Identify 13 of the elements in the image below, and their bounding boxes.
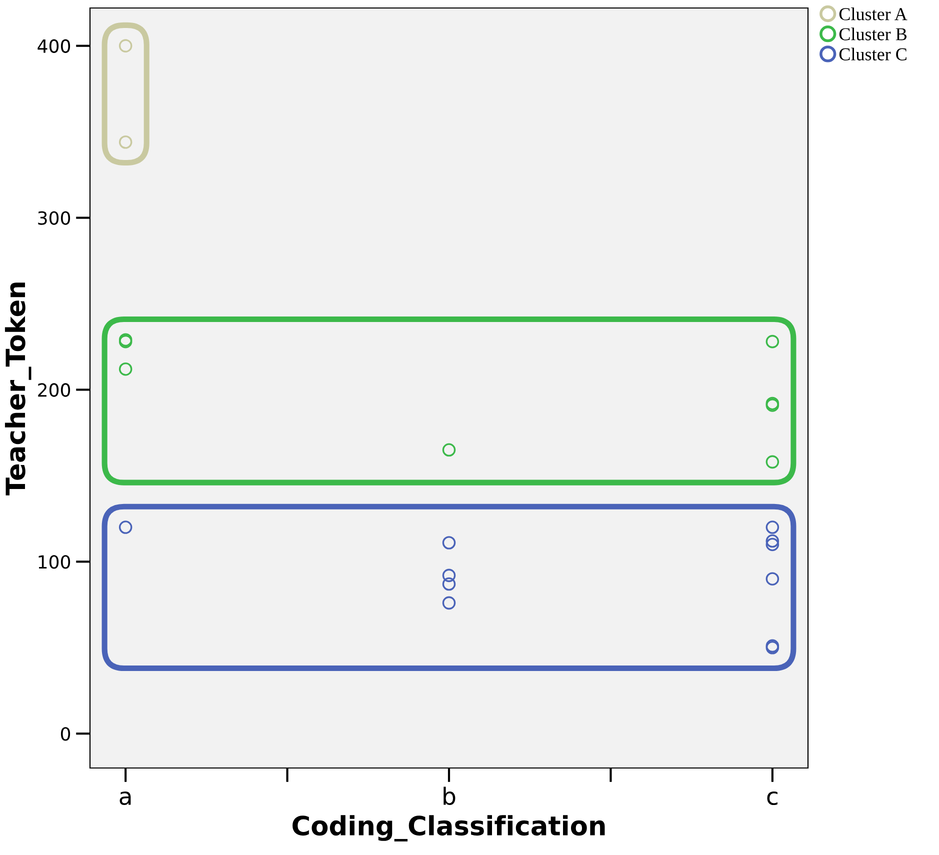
y-axis-title: Teacher_Token xyxy=(4,282,32,496)
legend-label: Cluster B xyxy=(839,28,907,40)
y-tick-label: 400 xyxy=(38,39,70,53)
y-tick-label: 200 xyxy=(38,383,70,397)
x-tick-label: c xyxy=(767,791,778,806)
y-tick-label: 100 xyxy=(38,555,70,569)
y-tick-label: 300 xyxy=(38,211,70,225)
y-tick-label: 0 xyxy=(60,727,70,741)
legend-label: Cluster A xyxy=(839,8,908,20)
x-tick-label: b xyxy=(444,786,456,806)
legend-label: Cluster C xyxy=(839,48,906,60)
x-tick-label: a xyxy=(120,791,131,806)
x-axis-title: Coding_Classification xyxy=(292,815,605,842)
